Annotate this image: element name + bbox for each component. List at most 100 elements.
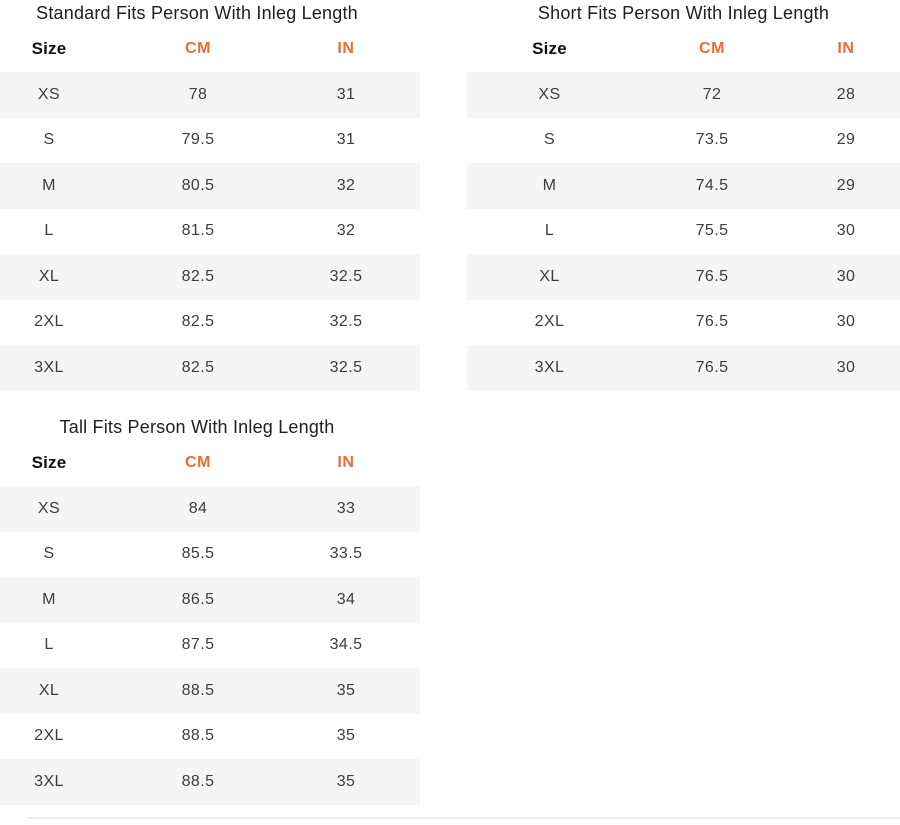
column-header-cm: CM — [698, 40, 726, 57]
in-cell: 35 — [336, 772, 356, 790]
cm-cell: 76.5 — [695, 358, 729, 376]
size-cell: L — [44, 636, 54, 654]
table-row: S 85.5 33.5 — [0, 532, 420, 578]
size-cell: S — [543, 131, 556, 149]
table-row: XS 78 31 — [0, 72, 420, 118]
cm-cell: 76.5 — [695, 313, 729, 331]
in-cell: 31 — [336, 85, 356, 103]
table-row: XL 76.5 30 — [467, 254, 900, 300]
table-row: S 79.5 31 — [0, 118, 420, 164]
table-row: XS 72 28 — [467, 72, 900, 118]
size-cell: 2XL — [34, 313, 64, 331]
size-cell: XL — [38, 681, 60, 699]
table-row: 2XL 82.5 32.5 — [0, 300, 420, 346]
size-cell: M — [42, 176, 56, 194]
in-cell: 28 — [836, 85, 856, 103]
table-title-tall: Tall Fits Person With Inleg Length — [59, 417, 335, 437]
table-row: 2XL 88.5 35 — [0, 714, 420, 760]
size-cell: XL — [38, 267, 60, 285]
column-header-size: Size — [31, 453, 67, 472]
table-title-short: Short Fits Person With Inleg Length — [537, 3, 830, 23]
size-cell: M — [42, 590, 56, 608]
cm-cell: 85.5 — [181, 545, 215, 563]
cm-cell: 82.5 — [181, 358, 215, 376]
cm-cell: 88.5 — [181, 681, 215, 699]
cm-cell: 75.5 — [695, 222, 729, 240]
cm-cell: 87.5 — [181, 636, 215, 654]
table-row: S 73.5 29 — [467, 118, 900, 164]
table-row: XL 88.5 35 — [0, 668, 420, 714]
column-header-size: Size — [31, 39, 67, 58]
cm-cell: 73.5 — [695, 131, 729, 149]
table-row: XL 82.5 32.5 — [0, 254, 420, 300]
in-cell: 32.5 — [329, 358, 363, 376]
cm-cell: 78 — [188, 85, 208, 103]
cm-cell: 81.5 — [181, 222, 215, 240]
tall-size-table: Tall Fits Person With Inleg Length Size … — [0, 414, 420, 805]
size-cell: XS — [37, 499, 61, 517]
in-cell: 33 — [336, 499, 356, 517]
in-cell: 33.5 — [329, 545, 363, 563]
size-cell: S — [43, 545, 55, 563]
size-cell: M — [542, 176, 557, 194]
cm-cell: 72 — [702, 85, 722, 103]
size-cell: L — [544, 222, 555, 240]
table-row: L 87.5 34.5 — [0, 623, 420, 669]
cm-cell: 79.5 — [181, 131, 215, 149]
size-cell: 3XL — [34, 358, 64, 376]
cm-cell: 84 — [188, 499, 208, 517]
cm-cell: 80.5 — [181, 176, 215, 194]
cm-cell: 82.5 — [181, 267, 215, 285]
cm-cell: 86.5 — [181, 590, 215, 608]
size-cell: 2XL — [34, 727, 64, 745]
column-header-cm: CM — [184, 454, 212, 471]
in-cell: 32 — [336, 176, 356, 194]
table-row: 3XL 76.5 30 — [467, 345, 900, 391]
in-cell: 32.5 — [329, 313, 363, 331]
column-header-in: IN — [337, 454, 355, 471]
in-cell: 30 — [836, 267, 856, 285]
in-cell: 30 — [836, 222, 856, 240]
size-cell: XL — [539, 267, 560, 285]
size-cell: XS — [538, 85, 561, 103]
table-title-standard: Standard Fits Person With Inleg Length — [36, 3, 358, 23]
cm-cell: 88.5 — [181, 727, 215, 745]
column-header-size: Size — [532, 39, 567, 58]
size-cell: L — [44, 222, 54, 240]
in-cell: 30 — [836, 358, 856, 376]
in-cell: 35 — [336, 727, 356, 745]
table-header-row: Size CM IN — [467, 26, 900, 72]
table-row: M 86.5 34 — [0, 577, 420, 623]
size-cell: XS — [37, 85, 61, 103]
standard-size-table: Standard Fits Person With Inleg Length S… — [0, 0, 420, 391]
in-cell: 32 — [336, 222, 356, 240]
in-cell: 35 — [336, 681, 356, 699]
table-row: 3XL 88.5 35 — [0, 759, 420, 805]
column-header-in: IN — [337, 40, 355, 57]
size-cell: 3XL — [534, 358, 565, 376]
column-header-in: IN — [837, 40, 855, 57]
table-row: M 80.5 32 — [0, 163, 420, 209]
table-header-row: Size CM IN — [0, 26, 420, 72]
table-row: M 74.5 29 — [467, 163, 900, 209]
table-row: 3XL 82.5 32.5 — [0, 345, 420, 391]
table-row: XS 84 33 — [0, 486, 420, 532]
table-row: L 81.5 32 — [0, 209, 420, 255]
in-cell: 29 — [836, 176, 856, 194]
cm-cell: 74.5 — [695, 176, 729, 194]
table-header-row: Size CM IN — [0, 440, 420, 486]
cm-cell: 88.5 — [181, 772, 215, 790]
in-cell: 31 — [336, 131, 356, 149]
in-cell: 32.5 — [329, 267, 363, 285]
in-cell: 34 — [336, 590, 356, 608]
bottom-divider — [28, 817, 900, 819]
short-size-table: Short Fits Person With Inleg Length Size… — [467, 0, 900, 391]
column-header-cm: CM — [184, 40, 212, 57]
table-row: 2XL 76.5 30 — [467, 300, 900, 346]
size-cell: S — [43, 131, 55, 149]
in-cell: 29 — [836, 131, 856, 149]
size-cell: 3XL — [34, 772, 64, 790]
in-cell: 30 — [836, 313, 856, 331]
table-row: L 75.5 30 — [467, 209, 900, 255]
